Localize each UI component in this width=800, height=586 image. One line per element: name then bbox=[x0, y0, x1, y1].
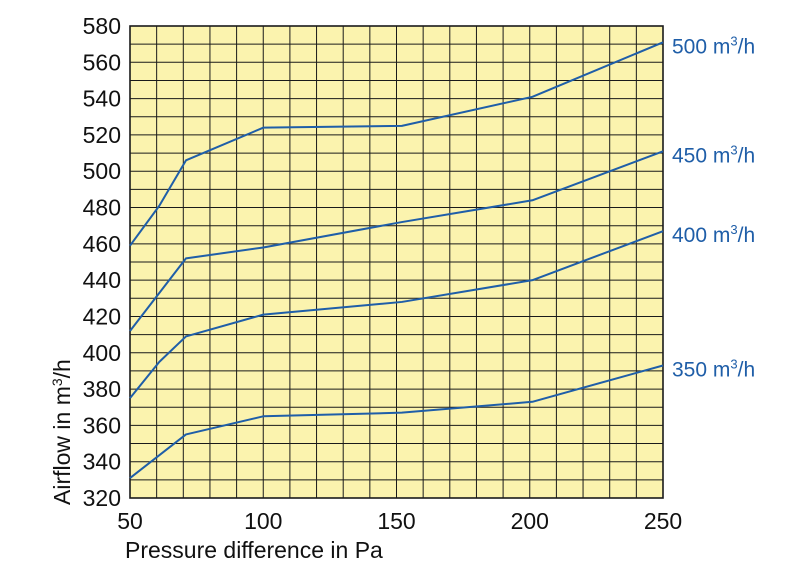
series-labels: 500 m3/h 450 m3/h 400 m3/h 350 m3/h bbox=[672, 33, 755, 381]
series-label-2: 450 m3/h bbox=[672, 142, 755, 167]
y-tick-label: 560 bbox=[83, 49, 121, 75]
series-line-3 bbox=[129, 230, 664, 399]
x-tick-label: 150 bbox=[377, 508, 415, 534]
x-axis-ticks: 50 100 150 200 250 bbox=[117, 508, 682, 534]
x-tick-label: 250 bbox=[644, 508, 682, 534]
y-tick-label: 580 bbox=[83, 13, 121, 39]
y-axis-title: Airflow in m3/h bbox=[49, 359, 75, 505]
series-line-2 bbox=[129, 150, 664, 332]
series-label-4: 350 m3/h bbox=[672, 356, 755, 381]
y-tick-label: 460 bbox=[83, 231, 121, 257]
y-axis-title-main: Airflow in m bbox=[49, 386, 75, 505]
y-tick-label: 420 bbox=[83, 303, 121, 329]
y-axis-ticks: 320 340 360 380 400 420 440 460 480 500 520 540 560 5… bbox=[83, 13, 121, 511]
series-line-4 bbox=[129, 364, 664, 479]
y-tick-label: 380 bbox=[83, 376, 121, 402]
y-axis-title-superscript: 3 bbox=[49, 378, 65, 386]
plot-frame bbox=[129, 25, 664, 499]
x-tick-label: 100 bbox=[244, 508, 282, 534]
series-label-1: 500 m3/h bbox=[672, 33, 755, 58]
x-tick-label: 200 bbox=[511, 508, 549, 534]
y-axis-title-suffix: /h bbox=[49, 359, 75, 378]
y-tick-label: 500 bbox=[83, 158, 121, 184]
y-tick-label: 440 bbox=[83, 267, 121, 293]
y-tick-label: 480 bbox=[83, 195, 121, 221]
y-tick-label: 360 bbox=[83, 412, 121, 438]
y-tick-label: 520 bbox=[83, 122, 121, 148]
y-tick-label: 540 bbox=[83, 86, 121, 112]
y-tick-label: 340 bbox=[83, 449, 121, 475]
y-tick-label: 400 bbox=[83, 340, 121, 366]
series-lines bbox=[129, 41, 664, 479]
series-line-1 bbox=[129, 41, 664, 247]
x-axis-title: Pressure difference in Pa bbox=[125, 537, 383, 563]
series-label-3: 400 m3/h bbox=[672, 222, 755, 247]
x-tick-label: 50 bbox=[117, 508, 143, 534]
y-tick-label: 320 bbox=[83, 485, 121, 511]
grid bbox=[130, 26, 663, 498]
